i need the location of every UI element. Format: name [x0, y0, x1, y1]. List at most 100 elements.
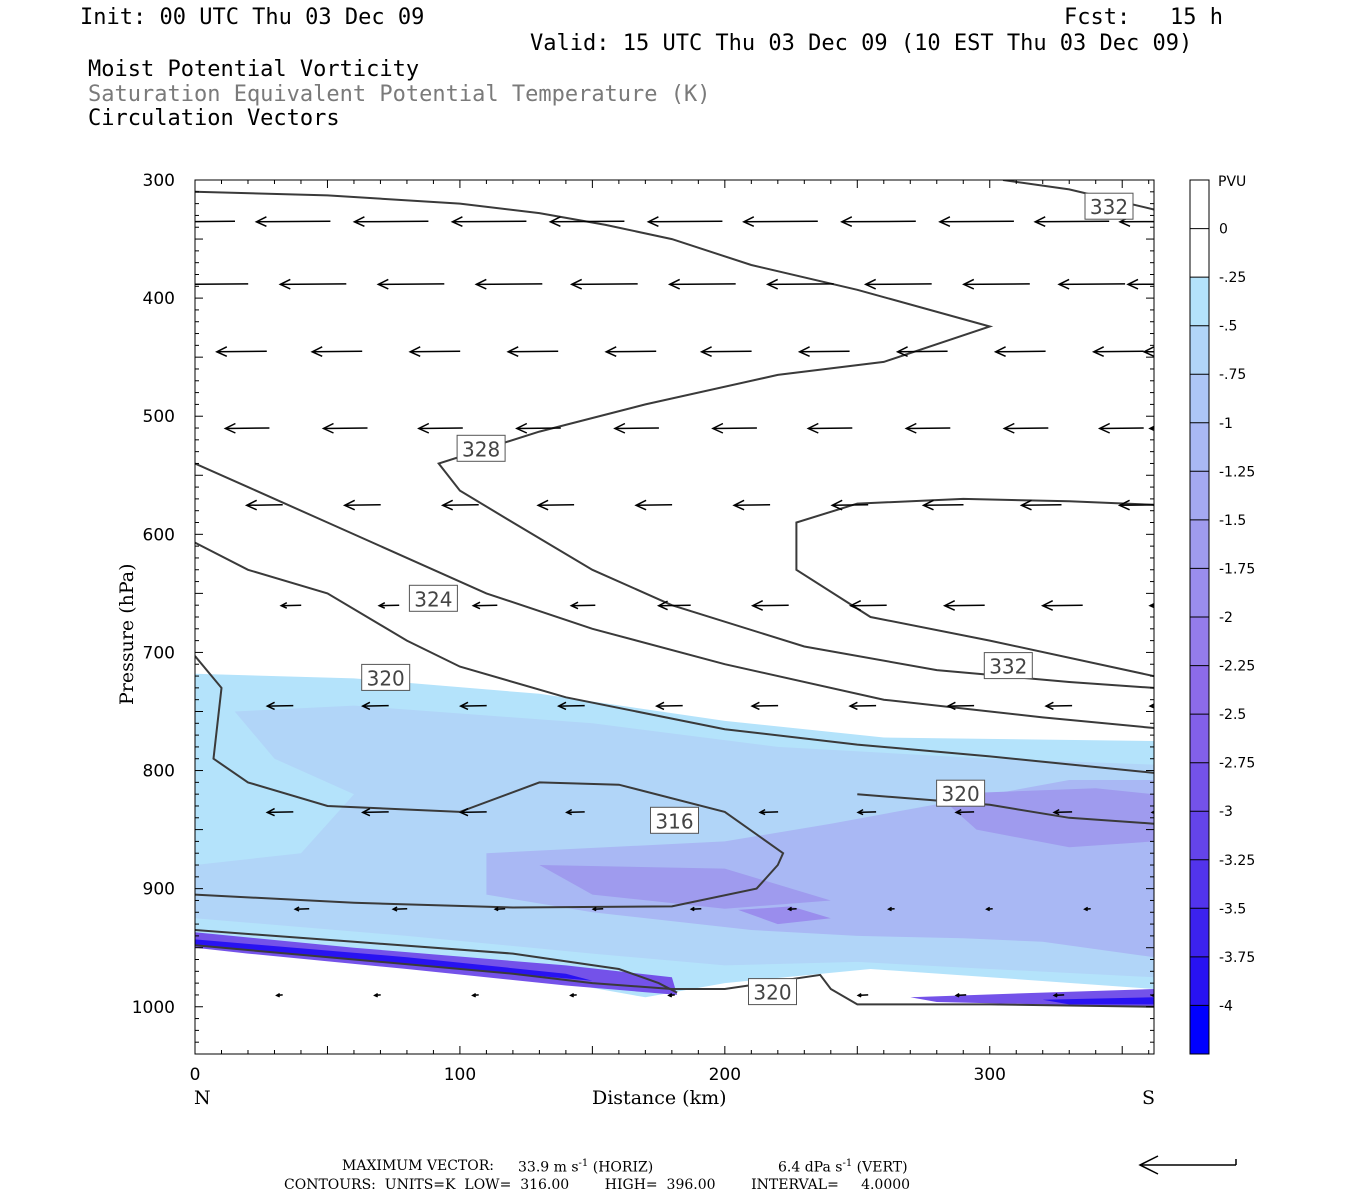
- circulation-vector: [1153, 504, 1154, 506]
- circulation-vector: [614, 427, 659, 430]
- vector-arrowhead: [391, 906, 398, 912]
- contour-label: 332: [989, 655, 1027, 679]
- vector-arrowhead: [848, 600, 862, 611]
- theta-contour-320: [195, 541, 1154, 774]
- colorbar-swatch: [1190, 471, 1209, 521]
- circulation-vector: [1054, 811, 1073, 814]
- y-tick-label: 400: [143, 289, 175, 309]
- vector-arrowhead: [656, 600, 668, 611]
- mpv-region-5: [738, 906, 831, 925]
- x-tick-label: 300: [974, 1065, 1006, 1085]
- vector-arrowhead: [954, 808, 962, 816]
- colorbar-label: -1.5: [1219, 513, 1246, 529]
- circulation-vector: [593, 907, 604, 910]
- circulation-vector: [354, 220, 429, 223]
- circulation-vector: [379, 604, 400, 607]
- vector-arrowhead: [408, 346, 421, 357]
- colorbar-swatch: [1190, 1005, 1209, 1055]
- y-tick-label: 700: [143, 643, 175, 663]
- vector-arrowhead: [376, 278, 389, 290]
- theta-contour-328: [195, 190, 1154, 689]
- vector-arrowhead: [667, 278, 681, 290]
- contour-info: CONTOURS: UNITS=K LOW= 316.00 HIGH= 396.…: [284, 1177, 911, 1193]
- vector-arrowhead: [840, 216, 853, 227]
- circulation-vector: [281, 604, 302, 607]
- vector-arrowhead: [361, 701, 371, 711]
- y-tick-label: 900: [143, 880, 175, 900]
- vector-arrowhead: [1052, 992, 1058, 998]
- colorbar-label: -.5: [1219, 319, 1237, 335]
- contour-label: 320: [753, 981, 791, 1005]
- circulation-vector: [850, 604, 887, 607]
- circulation-vector: [760, 811, 779, 814]
- circulation-vector: [1035, 220, 1110, 223]
- circulation-vector: [808, 427, 853, 430]
- colorbar-swatch: [1190, 762, 1209, 812]
- max-vert-value: 6.4 dPa s-1 (VERT): [778, 1158, 908, 1176]
- vector-arrowhead: [275, 992, 281, 998]
- circulation-vector: [923, 504, 964, 507]
- x-tick-label: 100: [444, 1065, 476, 1085]
- vector-arrowhead: [279, 602, 288, 609]
- contour-label-box: [983, 652, 1033, 680]
- theta-contour-320: [857, 793, 1154, 825]
- vector-arrowhead: [1097, 422, 1111, 434]
- colorbar-label: -2.25: [1219, 659, 1255, 675]
- circulation-vector: [712, 427, 757, 430]
- circulation-vector: [256, 220, 331, 223]
- vector-arrowhead: [506, 346, 519, 357]
- mpv-region-3: [936, 788, 1154, 848]
- y-tick-label: 300: [143, 171, 175, 191]
- circulation-vector: [956, 811, 975, 814]
- vector-arrowhead: [830, 499, 843, 511]
- contour-label: 320: [942, 782, 980, 806]
- colorbar-swatch: [1190, 277, 1209, 327]
- circulation-vector: [658, 604, 691, 607]
- vector-arrowhead: [536, 499, 549, 511]
- circulation-vector: [216, 350, 267, 353]
- colorbar-swatch: [1190, 568, 1209, 618]
- vector-arrowhead: [569, 992, 575, 998]
- circulation-vector: [225, 427, 270, 430]
- contour-label: 324: [414, 587, 452, 611]
- valid-time: Valid: 15 UTC Thu 03 Dec 09 (10 EST Thu …: [530, 31, 1193, 56]
- circulation-vector: [267, 811, 294, 814]
- contour-label: 320: [367, 666, 405, 690]
- vector-arrowhead: [515, 422, 528, 434]
- vector-arrowhead: [1183, 907, 1186, 910]
- circulation-vector: [558, 704, 585, 707]
- vector-arrowhead: [223, 422, 236, 434]
- vector-arrowhead: [310, 346, 323, 357]
- vector-arrowhead: [942, 600, 956, 611]
- circulation-vector: [850, 704, 877, 707]
- circulation-vector: [1119, 220, 1154, 223]
- colorbar-swatch: [1190, 228, 1209, 278]
- vector-arrowhead: [1002, 422, 1015, 434]
- circulation-vector: [267, 704, 294, 707]
- colorbar-label: -3.75: [1219, 950, 1255, 966]
- x-tick-label: 0: [190, 1065, 201, 1085]
- vector-arrowhead: [856, 808, 864, 816]
- vector-arrowhead: [1150, 810, 1154, 815]
- circulation-vector: [858, 811, 877, 814]
- colorbar-label: -2: [1219, 610, 1233, 626]
- circulation-vector: [495, 907, 506, 910]
- vector-arrowhead: [265, 807, 275, 817]
- circulation-vector: [897, 350, 948, 353]
- colorbar-swatch: [1190, 714, 1209, 764]
- circulation-vector: [832, 504, 869, 507]
- vector-arrowhead: [471, 992, 477, 998]
- circulation-vector: [280, 283, 347, 286]
- colorbar-swatch: [1190, 422, 1209, 472]
- vector-arrowhead: [646, 216, 659, 227]
- vector-arrowhead: [613, 422, 626, 434]
- circulation-vector: [1127, 283, 1154, 286]
- field-title-mpv: Moist Potential Vorticity: [88, 57, 420, 82]
- circulation-vector: [701, 350, 752, 353]
- mpv-region-7: [195, 939, 593, 981]
- vector-arrowhead: [921, 499, 934, 511]
- contour-label-box: [456, 434, 506, 462]
- vector-arrowhead: [182, 279, 192, 289]
- vector-arrowhead: [1142, 346, 1154, 357]
- vector-arrowhead: [458, 807, 469, 817]
